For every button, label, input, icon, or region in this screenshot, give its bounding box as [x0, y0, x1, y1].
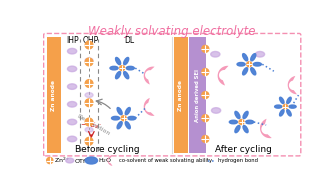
Circle shape [120, 66, 125, 71]
Ellipse shape [235, 111, 240, 119]
Ellipse shape [275, 105, 282, 108]
Ellipse shape [124, 57, 129, 65]
Ellipse shape [124, 71, 129, 79]
Ellipse shape [110, 66, 118, 70]
Circle shape [85, 80, 93, 87]
Ellipse shape [255, 51, 265, 57]
Ellipse shape [280, 110, 284, 116]
Ellipse shape [235, 125, 240, 133]
Ellipse shape [287, 97, 291, 104]
Circle shape [202, 92, 209, 98]
Bar [189, 37, 206, 153]
Circle shape [85, 99, 93, 107]
Ellipse shape [243, 125, 248, 133]
Ellipse shape [229, 120, 238, 124]
Ellipse shape [253, 63, 261, 66]
Text: co-solvent of weak solvating ability: co-solvent of weak solvating ability [119, 158, 212, 163]
Ellipse shape [68, 84, 77, 89]
Text: Anion derived SEI: Anion derived SEI [195, 69, 200, 122]
Ellipse shape [243, 68, 248, 75]
Ellipse shape [68, 136, 77, 142]
Circle shape [85, 58, 93, 66]
Ellipse shape [68, 101, 77, 107]
Ellipse shape [116, 71, 121, 79]
Circle shape [202, 115, 209, 122]
Text: Zn anode: Zn anode [51, 80, 56, 111]
Text: Zn anode: Zn anode [178, 80, 183, 111]
Text: DL: DL [124, 36, 134, 45]
Ellipse shape [243, 111, 248, 119]
Ellipse shape [85, 93, 93, 98]
Text: $\mathregular{H_2O}$: $\mathregular{H_2O}$ [98, 156, 113, 165]
Text: After cycling: After cycling [215, 145, 271, 154]
Bar [174, 37, 187, 153]
Circle shape [85, 41, 93, 49]
Text: Weakly solvating electrolyte: Weakly solvating electrolyte [88, 25, 256, 38]
Ellipse shape [243, 54, 248, 61]
Polygon shape [260, 119, 272, 138]
Ellipse shape [85, 157, 97, 164]
Text: OHP: OHP [82, 36, 99, 45]
Text: $\mathregular{- \cdot E_a \cdot}$: $\mathregular{- \cdot E_a \cdot}$ [80, 121, 102, 131]
Text: $\mathregular{Zn^{2+}}$: $\mathregular{Zn^{2+}}$ [54, 156, 72, 165]
Circle shape [202, 68, 209, 75]
Circle shape [47, 157, 53, 164]
Ellipse shape [211, 51, 220, 57]
Text: IHP: IHP [66, 36, 78, 45]
Ellipse shape [117, 122, 122, 129]
Polygon shape [218, 66, 228, 85]
Ellipse shape [125, 108, 130, 115]
Ellipse shape [85, 58, 93, 63]
Ellipse shape [246, 120, 254, 124]
Ellipse shape [289, 105, 296, 108]
Ellipse shape [251, 54, 256, 61]
Ellipse shape [280, 97, 284, 104]
Circle shape [85, 137, 93, 145]
Ellipse shape [251, 68, 256, 75]
Polygon shape [288, 76, 297, 94]
Circle shape [85, 118, 93, 126]
Polygon shape [144, 98, 155, 116]
Circle shape [202, 45, 209, 52]
FancyBboxPatch shape [44, 33, 301, 156]
Text: Desolvation: Desolvation [76, 114, 111, 137]
Bar [47, 37, 60, 153]
Circle shape [247, 62, 252, 67]
Ellipse shape [68, 66, 77, 72]
Ellipse shape [112, 116, 120, 120]
Circle shape [239, 119, 244, 125]
Ellipse shape [128, 116, 136, 120]
Ellipse shape [68, 119, 77, 125]
Ellipse shape [237, 63, 245, 66]
Ellipse shape [125, 122, 130, 129]
Text: hydrogen bond: hydrogen bond [218, 158, 258, 163]
Ellipse shape [117, 108, 122, 115]
Circle shape [121, 116, 126, 121]
Circle shape [283, 104, 288, 109]
Ellipse shape [211, 108, 221, 113]
Ellipse shape [116, 57, 121, 65]
Ellipse shape [68, 48, 77, 54]
Ellipse shape [126, 66, 134, 70]
Ellipse shape [287, 110, 291, 116]
Text: Before cycling: Before cycling [75, 145, 140, 154]
Ellipse shape [66, 158, 74, 163]
Polygon shape [108, 155, 113, 166]
Ellipse shape [85, 127, 93, 132]
Text: $\mathregular{OTf^{-}}$: $\mathregular{OTf^{-}}$ [74, 156, 91, 164]
Circle shape [202, 136, 209, 143]
Polygon shape [144, 67, 155, 84]
